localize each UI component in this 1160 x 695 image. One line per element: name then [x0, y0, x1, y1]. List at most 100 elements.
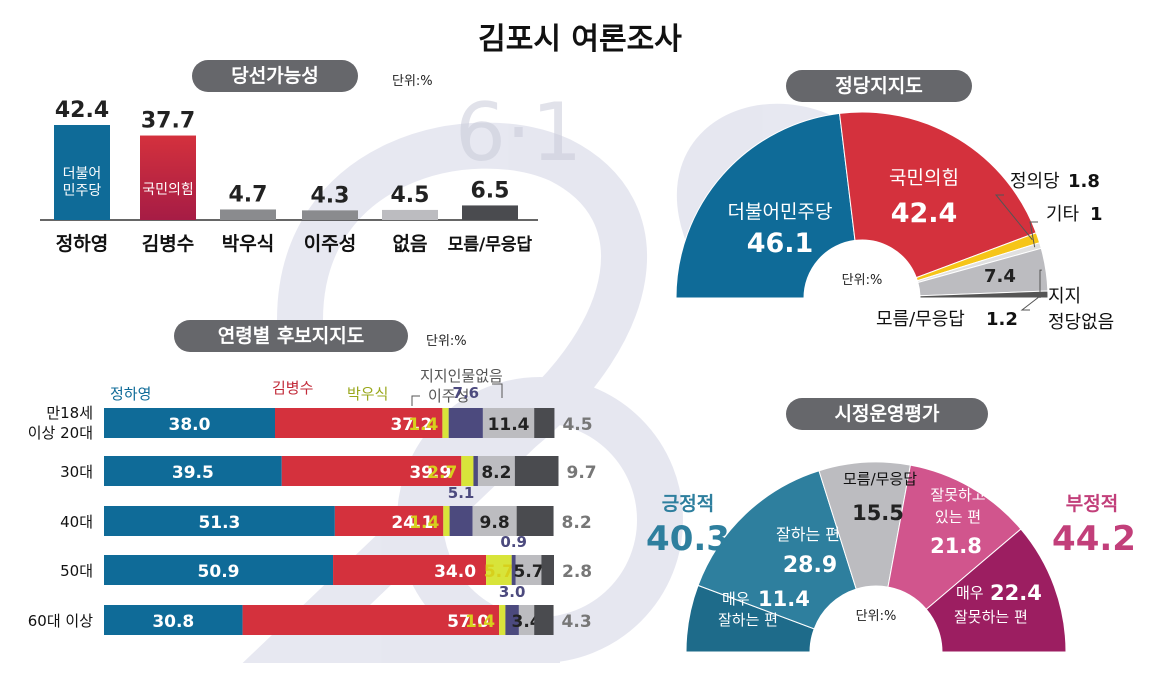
eval-value: 15.5	[852, 501, 904, 525]
win-category-label: 없음	[393, 233, 428, 255]
party-chart-title: 정당지지도	[786, 70, 972, 102]
age-bar-segment	[442, 408, 449, 438]
age-category-label: 50대	[60, 562, 93, 580]
age-value-label: 8.2	[562, 513, 592, 533]
age-value-label: 30.8	[152, 612, 194, 632]
age-value-label: 9.8	[480, 513, 510, 533]
eval-label: 잘하는 편	[718, 611, 778, 629]
age-value-label: 37.2	[390, 415, 432, 435]
age-bar-segment	[443, 506, 450, 536]
win-value-label: 4.3	[311, 183, 350, 208]
age-bar-segment	[281, 456, 462, 486]
party-value: 42.4	[891, 198, 958, 229]
eval-label: 있는 편	[935, 508, 981, 526]
age-bar-segment	[461, 456, 474, 486]
win-category-label: 이주성	[304, 233, 356, 255]
age-category-label: 60대 이상	[28, 612, 93, 630]
age-value-label: 7.6	[453, 384, 480, 402]
win-value-label: 4.5	[391, 183, 430, 208]
age-bar-segment	[333, 555, 487, 585]
win-value-label: 4.7	[229, 182, 268, 207]
eval-slice	[697, 470, 857, 630]
win-category-label: 김병수	[142, 233, 194, 255]
age-bar-segment	[104, 506, 335, 536]
party-value: 46.1	[747, 228, 814, 259]
eval-group-label: 부정적	[1066, 493, 1118, 515]
eval-group-label: 긍정적	[662, 493, 714, 515]
age-value-label: 5.7	[484, 562, 514, 582]
age-bar-segment	[486, 555, 512, 585]
age-value-label: 0.9	[500, 533, 527, 551]
age-bar-segment	[511, 555, 516, 585]
party-value: 1	[1090, 204, 1103, 225]
age-value-label: 1.4	[408, 415, 438, 435]
party-leader-line	[994, 194, 1033, 240]
age-legend-label: 지지인물없음	[420, 367, 503, 385]
win-bar	[382, 209, 438, 220]
age-bar-segment	[104, 555, 334, 585]
eval-value: 21.8	[930, 534, 982, 558]
party-label: 더불어민주당	[728, 201, 833, 223]
party-label: 정당없음	[1048, 312, 1114, 333]
win-category-label: 모름/무응답	[448, 235, 533, 255]
party-leader-line	[1039, 269, 1042, 298]
age-bar-segment	[472, 506, 517, 536]
party-unit: 단위:%	[842, 273, 883, 288]
age-value-label: 51.3	[198, 513, 240, 533]
age-value-label: 3.0	[499, 583, 526, 601]
age-value-label: 24.1	[391, 513, 433, 533]
win-value-label: 6.5	[471, 178, 510, 203]
age-value-label: 4.5	[562, 415, 592, 435]
party-label: 국민의힘	[889, 167, 959, 189]
age-bar-segment	[334, 506, 444, 536]
age-value-label: 1.4	[409, 513, 439, 533]
age-value-label: 8.2	[481, 463, 511, 483]
age-bar-segment	[275, 408, 443, 438]
win-category-label: 정하영	[56, 233, 108, 255]
age-bar-segment	[104, 456, 282, 486]
win-value-label: 37.7	[141, 109, 195, 134]
age-value-label: 38.0	[169, 415, 211, 435]
age-bar-segment	[541, 555, 554, 585]
age-value-label: 4.3	[562, 612, 592, 632]
win-category-label: 박우식	[222, 233, 274, 255]
age-category-label: 만18세	[46, 404, 93, 422]
eval-chart-title: 시정운영평가	[786, 398, 988, 430]
age-bar-segment	[505, 605, 519, 635]
eval-slice	[887, 464, 1022, 610]
age-bar-segment	[518, 605, 535, 635]
eval-group-value: 44.2	[1052, 519, 1136, 559]
age-value-label: 39.5	[172, 463, 214, 483]
party-slice	[919, 290, 1049, 299]
party-slice	[838, 111, 1037, 279]
page-title: 김포시 여론조사	[478, 22, 682, 57]
win-inbar-label: 국민의힘	[142, 182, 194, 198]
eval-label: 매우	[956, 584, 984, 602]
eval-unit: 단위:%	[856, 609, 897, 624]
age-legend-leader	[411, 395, 420, 406]
age-value-label: 5.7	[514, 562, 544, 582]
party-label: 기타	[1046, 204, 1080, 225]
party-leader-line	[1029, 221, 1038, 248]
age-bar-segment	[448, 408, 483, 438]
age-legend-label: 정하영	[110, 385, 151, 403]
age-value-label: 50.9	[198, 562, 240, 582]
age-value-label: 57.0	[447, 612, 489, 632]
age-bar-segment	[514, 456, 559, 486]
age-bar-segment	[499, 605, 506, 635]
age-value-label: 11.4	[488, 415, 530, 435]
age-category-label: 30대	[60, 463, 93, 481]
eval-label: 매우	[722, 590, 750, 608]
age-bar-segment	[242, 605, 500, 635]
age-bar-segment	[477, 456, 515, 486]
age-unit: 단위:%	[426, 334, 467, 349]
age-bar-segment	[482, 408, 535, 438]
age-bar-segment	[516, 506, 554, 536]
eval-label: 잘하는 편	[776, 525, 840, 544]
win-bar	[462, 205, 518, 220]
party-leader-line	[1020, 294, 1043, 311]
win-unit: 단위:%	[392, 74, 433, 89]
